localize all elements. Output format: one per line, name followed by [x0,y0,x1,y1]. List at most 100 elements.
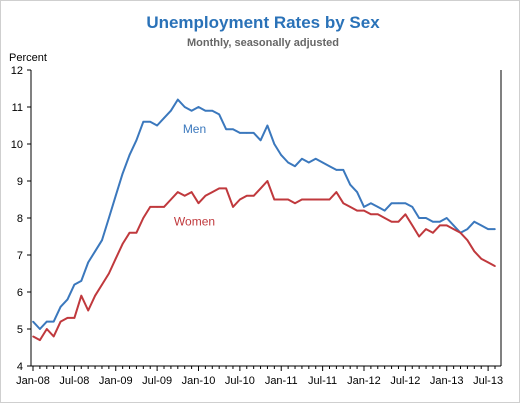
data-point-men [218,113,220,116]
data-point-women [328,198,331,201]
data-point-women [204,195,207,197]
data-point-women [445,224,448,227]
data-point-men [73,283,76,286]
x-tick-label: Jul-12 [390,375,420,387]
data-point-women [308,198,310,201]
data-point-men [425,217,427,219]
data-point-men [190,109,193,112]
data-point-men [197,106,200,108]
y-tick-label: 6 [17,287,23,299]
x-tick-label: Jan-08 [16,375,50,387]
data-point-women [301,198,303,201]
data-point-women [383,217,386,219]
x-tick-label: Jul-09 [142,375,172,387]
data-point-men [314,158,317,160]
x-tick-label: Jan-12 [347,375,381,387]
data-point-men [370,202,372,204]
data-point-men [52,320,55,323]
x-tick-label: Jul-08 [59,375,89,387]
data-point-women [149,206,151,208]
data-point-men [225,128,227,130]
data-point-men [494,228,496,230]
data-point-men [480,224,483,227]
data-point-men [259,139,262,142]
data-point-men [280,154,283,156]
series-line-women [32,180,496,342]
data-point-men [232,128,234,130]
data-point-men [342,169,345,171]
data-point-women [163,206,165,208]
series-label-men: Men [183,122,206,136]
data-point-women [342,202,345,204]
data-point-men [211,109,214,112]
y-tick-label: 10 [11,139,23,151]
x-tick-label: Jan-09 [99,375,133,387]
data-point-men [301,158,303,160]
data-point-men [39,328,41,330]
data-point-women [280,198,283,201]
data-point-men [246,132,248,134]
data-point-men [445,217,448,219]
data-point-women [466,239,469,241]
data-point-women [473,250,476,253]
data-point-women [32,335,34,338]
data-point-men [80,280,83,282]
data-point-men [252,132,255,134]
data-point-women [266,180,269,182]
data-point-women [252,195,255,197]
data-point-men [101,239,103,241]
data-point-men [32,320,34,323]
data-point-men [487,228,489,230]
data-point-men [432,220,434,223]
x-tick-label: Jul-10 [225,375,255,387]
data-point-men [59,306,62,308]
y-tick-label: 12 [11,65,23,77]
y-tick-label: 8 [17,213,23,225]
data-point-women [108,272,110,275]
data-point-men [149,121,151,123]
data-point-men [308,161,310,164]
x-tick-label: Jul-11 [308,375,337,387]
data-point-men [121,172,124,175]
data-point-women [135,232,138,234]
data-point-men [266,124,269,127]
data-point-women [94,294,96,297]
data-point-men [363,206,365,208]
data-point-men [411,206,414,208]
data-point-men [177,98,179,101]
data-point-women [370,213,372,216]
data-point-women [349,206,352,208]
axes: 4 5 6 7 8 9 10 11 12 Jan-08 Jul-08 Jan-09 Jul-09 Jan-… [11,65,503,387]
data-point-women [259,187,262,190]
data-point-men [46,320,48,323]
data-point-men [273,143,276,145]
data-point-women [363,209,365,212]
data-point-men [466,228,469,230]
data-point-women [218,187,220,190]
data-point-women [246,195,248,197]
y-tick-label: 9 [17,176,23,188]
data-point-women [390,220,393,223]
data-point-women [46,328,48,330]
data-point-men [349,183,352,186]
data-point-men [404,202,407,204]
series-line-men [32,98,495,330]
data-point-men [66,298,69,301]
data-point-men [377,206,379,208]
data-point-men [87,261,89,264]
data-point-men [439,220,441,223]
data-point-women [197,202,200,204]
data-point-women [287,198,289,201]
data-point-men [170,109,172,112]
chart-subtitle: Monthly, seasonally adjusted [187,37,339,49]
data-point-women [377,213,379,216]
data-point-women [314,198,317,201]
series-label-women: Women [174,215,215,229]
data-point-women [459,232,462,234]
data-point-women [356,209,358,212]
data-point-women [452,228,455,230]
data-point-women [294,202,296,204]
data-point-women [480,257,483,260]
